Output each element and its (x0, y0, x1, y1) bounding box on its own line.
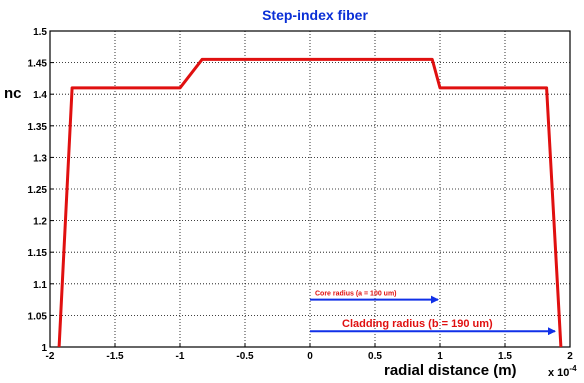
x-axis-multiplier-exponent: -4 (569, 364, 577, 373)
x-tick-label: 1.5 (498, 351, 512, 362)
x-tick-label: 1 (437, 351, 443, 362)
y-tick-label: 1.2 (33, 217, 47, 228)
x-tick-label: -0.5 (236, 351, 254, 362)
x-tick-label: -1 (176, 351, 185, 362)
axis-ticks: -2 -1.5 -1 -0.5 0 0.5 1 1.5 2 1 1.05 1.1 1.15 1.2 1.25… (28, 27, 574, 362)
series-layer (57, 57, 563, 348)
y-tick-label: 1.4 (33, 90, 47, 101)
y-tick-label: 1.25 (28, 185, 48, 196)
chart-title: Step-index fiber (262, 7, 368, 23)
x-tick-label: 2 (567, 351, 573, 362)
y-tick-label: 1 (41, 343, 47, 354)
y-tick-label: 1.1 (33, 280, 47, 291)
x-tick-label: -1.5 (106, 351, 124, 362)
x-tick-label: -2 (46, 351, 55, 362)
y-tick-label: 1.5 (33, 27, 47, 38)
y-tick-label: 1.3 (33, 153, 47, 164)
refractive-index-profile-line (57, 57, 563, 348)
y-tick-label: 1.35 (28, 122, 48, 133)
y-axis-label: nc (4, 85, 22, 102)
x-tick-label: 0.5 (368, 351, 382, 362)
annotation-label: Core radius (a = 100 um) (315, 291, 397, 298)
y-tick-label: 1.15 (28, 248, 48, 259)
annotation-label: Cladding radius (b = 190 um) (342, 318, 493, 330)
x-tick-label: 0 (307, 351, 313, 362)
x-axis-multiplier-base: x 10 (548, 367, 569, 379)
y-tick-label: 1.45 (28, 59, 48, 70)
annotations: Core radius (a = 100 um) Cladding radius … (310, 291, 556, 336)
x-axis-label: radial distance (m) (384, 362, 517, 379)
y-tick-label: 1.05 (28, 311, 48, 322)
x-axis-multiplier: x 10-4 (548, 364, 577, 379)
